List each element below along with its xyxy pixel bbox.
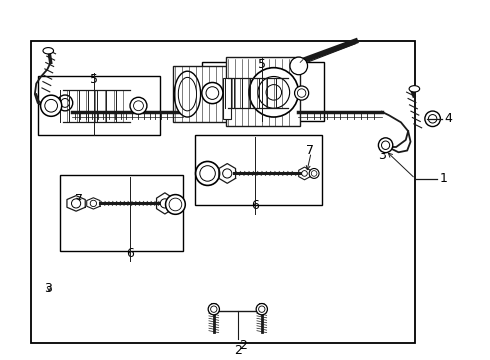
Circle shape (206, 87, 219, 99)
Ellipse shape (378, 138, 393, 153)
Text: 6: 6 (251, 199, 259, 212)
Circle shape (258, 76, 290, 108)
Ellipse shape (61, 99, 70, 107)
Circle shape (311, 171, 317, 176)
Text: 1: 1 (440, 172, 447, 185)
Circle shape (302, 171, 307, 176)
Ellipse shape (57, 95, 73, 111)
Text: 7: 7 (306, 144, 314, 157)
Circle shape (309, 168, 319, 178)
Bar (60, 175, 183, 251)
Circle shape (200, 166, 215, 181)
Circle shape (130, 97, 147, 114)
Bar (173, 66, 231, 122)
Circle shape (249, 68, 298, 117)
Circle shape (425, 111, 441, 127)
Text: 6: 6 (126, 247, 134, 260)
Circle shape (294, 86, 309, 100)
Circle shape (160, 199, 170, 208)
Circle shape (208, 303, 220, 315)
Circle shape (90, 200, 97, 207)
Circle shape (134, 101, 144, 111)
Circle shape (196, 161, 220, 185)
Bar (202, 62, 324, 121)
Circle shape (211, 306, 217, 312)
Text: 2: 2 (234, 345, 242, 357)
Text: 2: 2 (239, 339, 246, 352)
Text: 3: 3 (378, 149, 386, 162)
Text: 5: 5 (90, 73, 98, 86)
Bar (195, 135, 322, 205)
Ellipse shape (178, 77, 196, 111)
Circle shape (72, 199, 81, 208)
Circle shape (256, 303, 268, 315)
Circle shape (169, 198, 182, 211)
Circle shape (266, 85, 282, 100)
Circle shape (202, 82, 223, 104)
Circle shape (297, 89, 306, 97)
Bar (38, 76, 160, 135)
Circle shape (290, 57, 308, 75)
Circle shape (428, 114, 437, 123)
Bar (226, 57, 300, 126)
Circle shape (222, 169, 232, 178)
Text: 5: 5 (258, 58, 266, 71)
Circle shape (45, 99, 57, 112)
Text: 4: 4 (444, 112, 452, 125)
Circle shape (259, 306, 265, 312)
Circle shape (166, 195, 185, 214)
Ellipse shape (409, 86, 419, 92)
Bar (223, 78, 231, 119)
Bar (31, 41, 416, 343)
Text: 3: 3 (44, 282, 52, 294)
Circle shape (41, 95, 62, 116)
Ellipse shape (43, 48, 53, 54)
Ellipse shape (382, 141, 390, 149)
Text: 7: 7 (75, 193, 83, 206)
Ellipse shape (174, 71, 200, 117)
